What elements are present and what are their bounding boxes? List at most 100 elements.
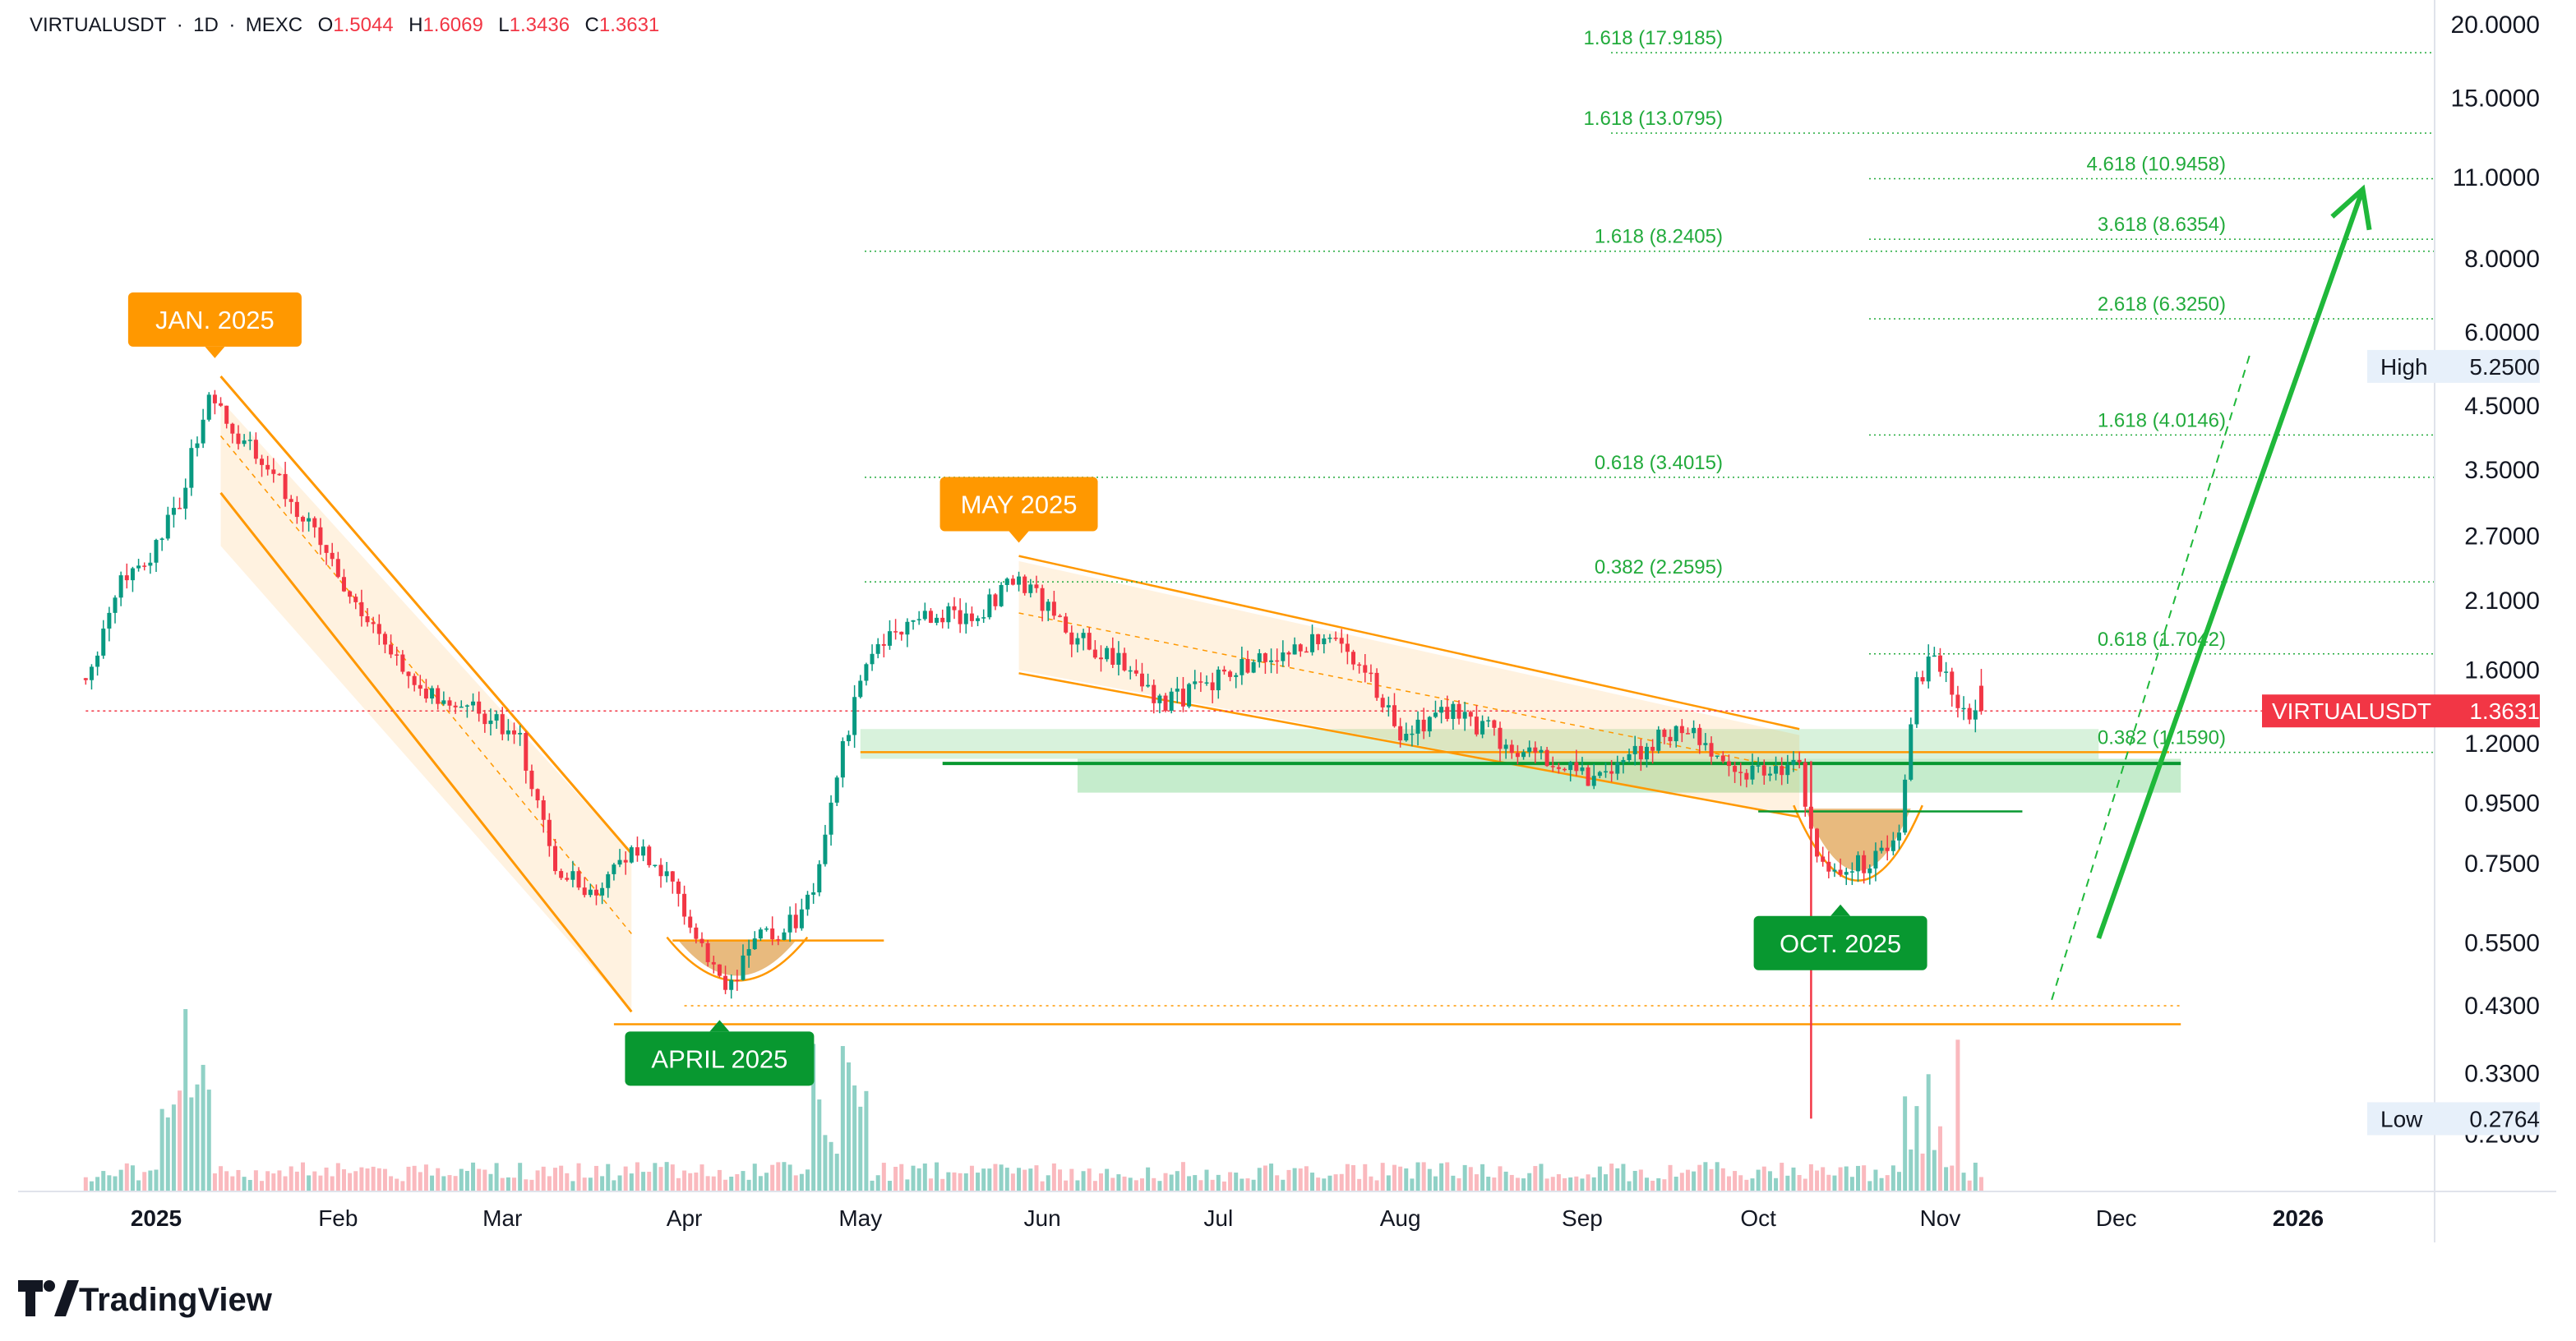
candle-body (1092, 649, 1097, 658)
volume-bar (1920, 1153, 1925, 1191)
candle-body (500, 714, 505, 735)
volume-bar (1310, 1173, 1315, 1191)
tradingview-logo[interactable]: TradingView (18, 1280, 273, 1318)
volume-bar (418, 1172, 422, 1191)
candle-body (1797, 759, 1802, 763)
candle-body (1844, 872, 1849, 875)
fib-layer: 1.618 (17.9185) 1.618 (13.0795) 1.618 (8.2… (865, 27, 2435, 753)
volume-bar (1357, 1178, 1362, 1191)
volume-bar (1756, 1169, 1761, 1191)
volume-bar (1064, 1180, 1069, 1191)
volume-bar (1128, 1177, 1133, 1191)
jan-channel-upper (219, 376, 633, 855)
candle-body (1075, 638, 1080, 645)
volume-bar (1034, 1165, 1039, 1191)
volume-bar (189, 1097, 194, 1191)
candle-body (1967, 707, 1972, 720)
high-marker-bg (2367, 349, 2540, 383)
candle-body (506, 730, 510, 735)
candle-body (1597, 772, 1602, 776)
candle-body (183, 487, 188, 509)
candle-body (260, 459, 265, 465)
volume-bar (1110, 1177, 1115, 1191)
candle-body (969, 613, 974, 621)
candle-body (395, 654, 399, 656)
volume-bar (1867, 1181, 1872, 1191)
candle-body (253, 440, 258, 459)
volume-bar (746, 1179, 751, 1191)
candle-body (670, 871, 675, 882)
candle-body (576, 871, 581, 888)
volume-bar (1668, 1164, 1673, 1191)
volume-bar (565, 1173, 570, 1191)
time-axis[interactable]: 2025 Feb Mar Apr May Jun Jul Aug Sep Oct Nov Dec 202… (131, 1205, 2324, 1231)
candle-body (324, 545, 329, 553)
candle-body (893, 631, 898, 633)
candle-body (1087, 633, 1092, 650)
candle-body (593, 889, 598, 896)
may-channel-upper (1018, 555, 1800, 730)
legend-exchange: MEXC (246, 14, 302, 36)
candle-body (1386, 705, 1391, 707)
volume-bar (1486, 1177, 1491, 1191)
volume-bar (195, 1084, 200, 1191)
candle-body (1685, 733, 1690, 735)
volume-bar (823, 1135, 828, 1191)
volume-bar (1885, 1175, 1890, 1191)
volume-bar (488, 1173, 493, 1191)
legend-sep: · (177, 14, 183, 36)
volume-bar (477, 1168, 482, 1191)
candle-body (1909, 724, 1914, 780)
candle-body (471, 701, 476, 706)
time-tick-label: 2026 (2273, 1205, 2324, 1231)
candle-body (1815, 828, 1820, 857)
candle-body (541, 800, 546, 820)
volume-bar (1803, 1178, 1807, 1191)
volume-bar (806, 1169, 810, 1191)
volume-bar (1304, 1166, 1309, 1191)
volume-bar (905, 1179, 910, 1191)
candle-body (1744, 772, 1749, 780)
may-channel-mid (1018, 612, 1800, 772)
volume-bar (541, 1166, 546, 1191)
candle-body (83, 678, 88, 680)
price-tick-label: 8.0000 (2464, 246, 2540, 273)
candle-body (1180, 689, 1185, 707)
volume-bar (752, 1164, 757, 1191)
volume-bar (1527, 1173, 1532, 1191)
candle-body (999, 584, 1004, 606)
legend-interval: 1D (193, 14, 219, 36)
volume-bar (277, 1170, 282, 1191)
volume-bar (1586, 1174, 1590, 1191)
volume-bar (1563, 1177, 1567, 1191)
candle-body (1486, 720, 1491, 722)
candle-body (1064, 616, 1069, 633)
candle-body (817, 864, 822, 892)
volume-bar (623, 1166, 628, 1191)
volume-bar (1169, 1174, 1174, 1191)
volume-bar (224, 1171, 229, 1191)
candle-body (935, 617, 939, 623)
time-tick-label: Feb (318, 1205, 358, 1231)
volume-bar (300, 1162, 305, 1191)
volume-bar (230, 1176, 235, 1191)
candle-body (1720, 755, 1725, 762)
candle-body (219, 403, 224, 406)
time-tick-label: Dec (2096, 1205, 2137, 1231)
last-price-symbol: VIRTUALUSDT (2272, 698, 2431, 724)
volume-bar (694, 1172, 699, 1191)
candle-body (1310, 634, 1315, 652)
candle-body (770, 928, 775, 940)
volume-bar (1673, 1177, 1678, 1191)
candle-body (1926, 656, 1931, 682)
candle-body (1445, 707, 1450, 719)
candle-body (629, 847, 634, 863)
candle-body (1638, 745, 1643, 760)
candle-body (1023, 576, 1027, 593)
price-axis[interactable]: 20.0000 15.0000 11.0000 8.0000 6.0000 4.5000 3… (2262, 12, 2540, 1148)
low-marker: Low 0.2764 (2367, 1102, 2540, 1136)
volume-bar (464, 1171, 469, 1191)
candle-body (1374, 672, 1379, 698)
volume-bar (406, 1166, 411, 1191)
